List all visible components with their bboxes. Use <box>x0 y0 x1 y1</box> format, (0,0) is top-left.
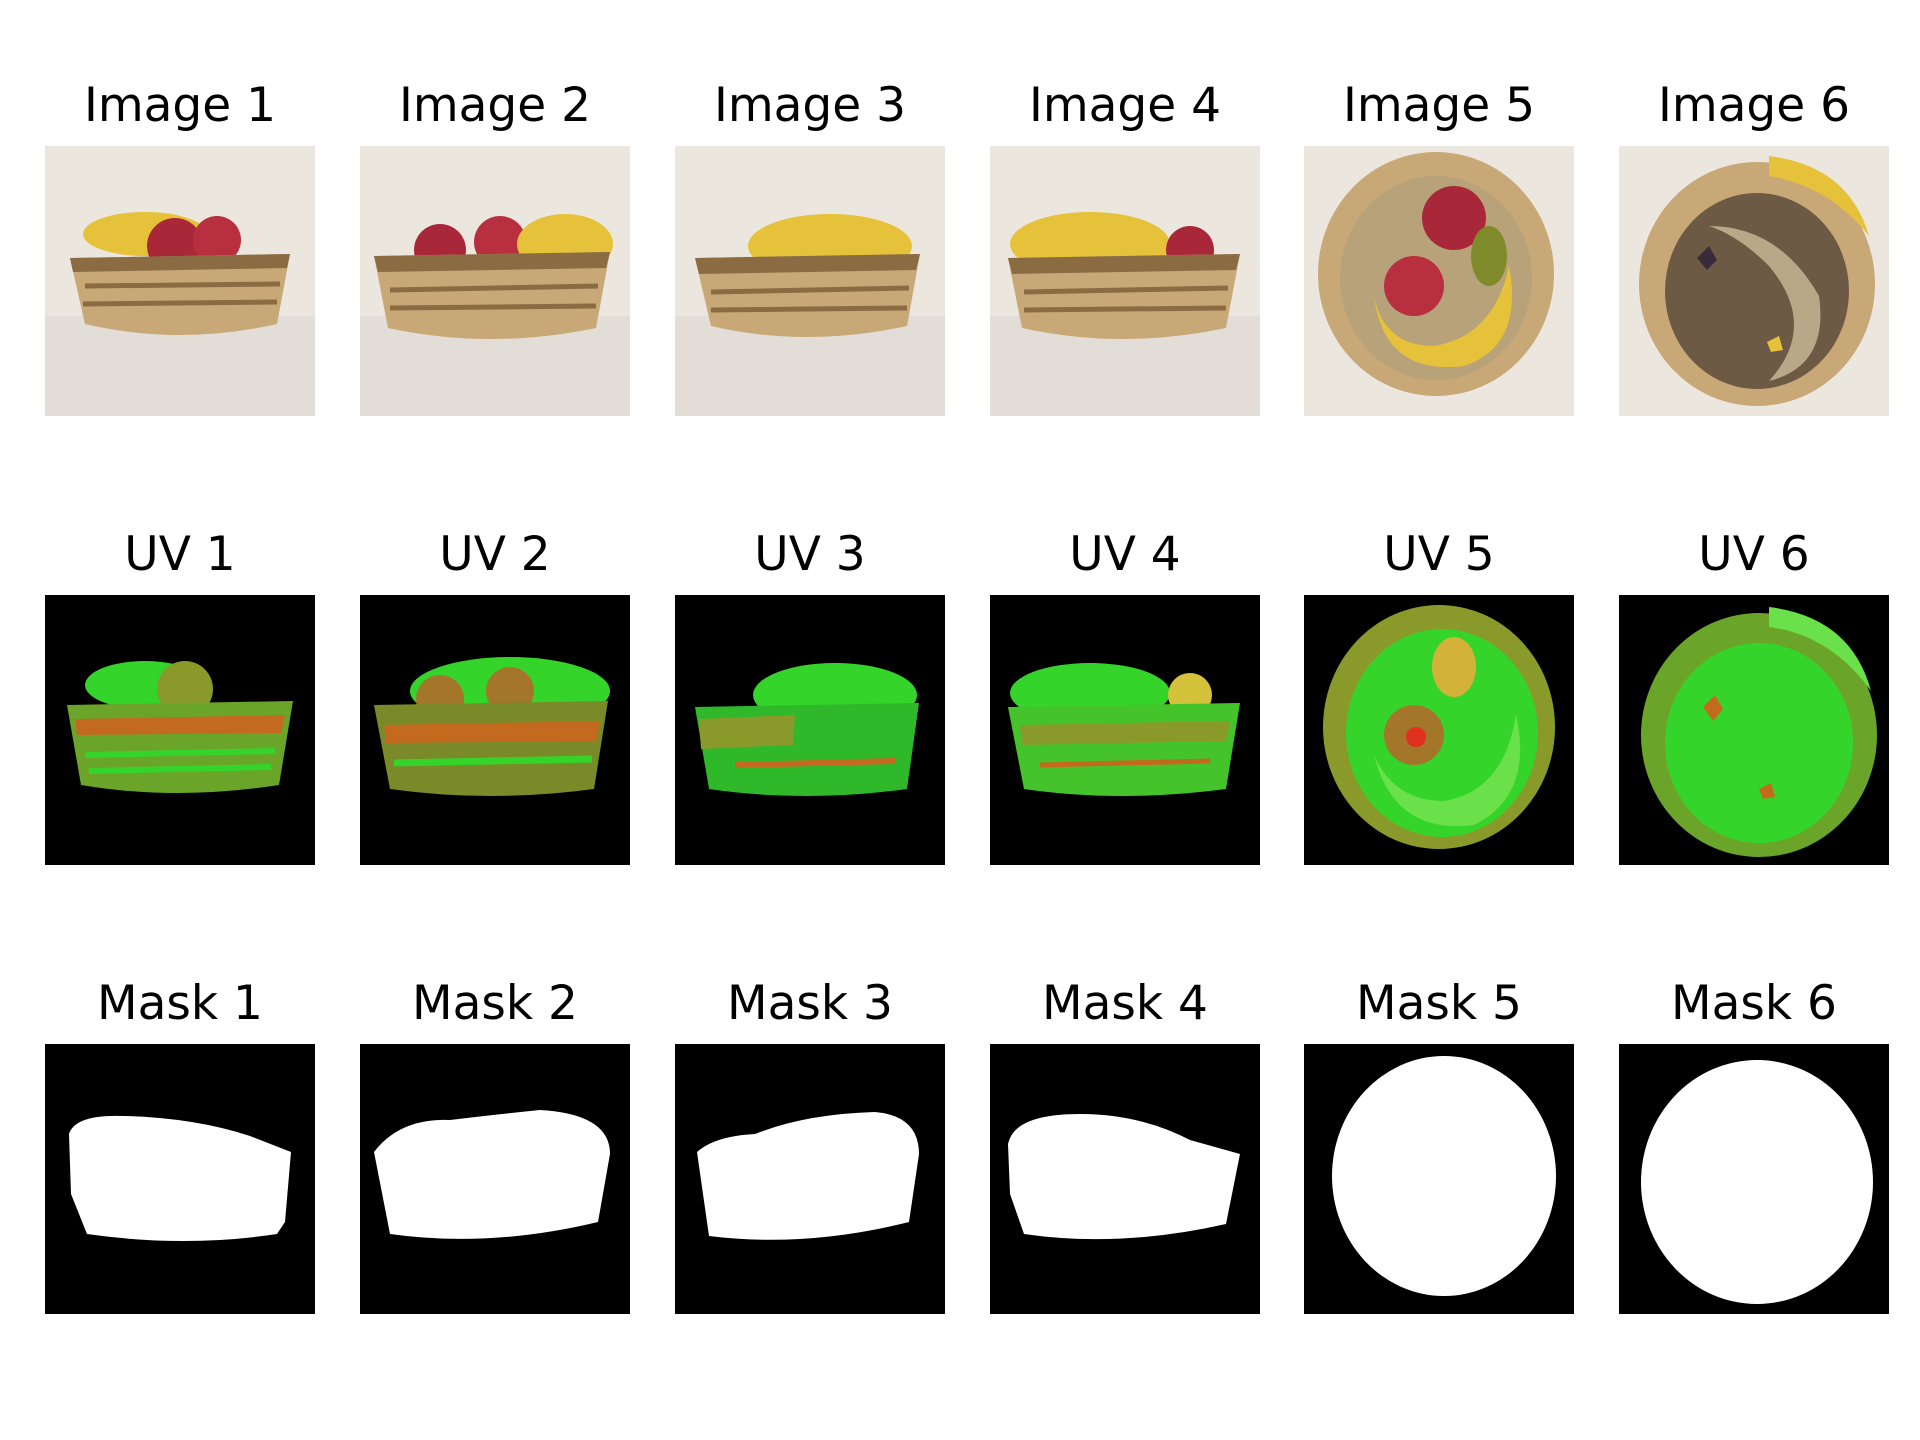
uv-label-6: UV 6 <box>1698 527 1810 582</box>
uv-panel-1 <box>45 595 315 865</box>
mask-label-3: Mask 3 <box>727 976 893 1031</box>
uv-panel-3 <box>675 595 945 865</box>
fruit-basket-photo-5 <box>1304 146 1574 416</box>
uv-panel-4 <box>990 595 1260 865</box>
uv-label-2: UV 2 <box>439 527 551 582</box>
mask-label-6: Mask 6 <box>1671 976 1837 1031</box>
mask-6 <box>1619 1044 1889 1314</box>
uv-label-4: UV 4 <box>1069 527 1181 582</box>
image-panel-1 <box>45 146 315 416</box>
mask-panel-2 <box>360 1044 630 1314</box>
uv-map-1 <box>45 595 315 865</box>
uv-panel-6 <box>1619 595 1889 865</box>
image-label-5: Image 5 <box>1342 78 1536 133</box>
uv-label-3: UV 3 <box>754 527 866 582</box>
fruit-basket-photo-4 <box>990 146 1260 416</box>
mask-label-4: Mask 4 <box>1042 976 1208 1031</box>
mask-1 <box>45 1044 315 1314</box>
uv-map-6 <box>1619 595 1889 865</box>
mask-panel-4 <box>990 1044 1260 1314</box>
image-label-2: Image 2 <box>398 78 592 133</box>
mask-5 <box>1304 1044 1574 1314</box>
uv-map-2 <box>360 595 630 865</box>
mask-panel-3 <box>675 1044 945 1314</box>
image-panel-4 <box>990 146 1260 416</box>
mask-panel-5 <box>1304 1044 1574 1314</box>
mask-label-5: Mask 5 <box>1356 976 1522 1031</box>
image-label-3: Image 3 <box>713 78 907 133</box>
image-label-6: Image 6 <box>1657 78 1851 133</box>
fruit-basket-photo-1 <box>45 146 315 416</box>
image-panel-5 <box>1304 146 1574 416</box>
uv-map-5 <box>1304 595 1574 865</box>
uv-panel-5 <box>1304 595 1574 865</box>
fruit-basket-photo-2 <box>360 146 630 416</box>
image-panel-3 <box>675 146 945 416</box>
fruit-basket-photo-3 <box>675 146 945 416</box>
mask-3 <box>675 1044 945 1314</box>
image-label-4: Image 4 <box>1028 78 1222 133</box>
uv-map-3 <box>675 595 945 865</box>
uv-map-4 <box>990 595 1260 865</box>
mask-label-1: Mask 1 <box>97 976 263 1031</box>
image-panel-6 <box>1619 146 1889 416</box>
mask-label-2: Mask 2 <box>412 976 578 1031</box>
uv-label-1: UV 1 <box>124 527 236 582</box>
image-panel-2 <box>360 146 630 416</box>
mask-4 <box>990 1044 1260 1314</box>
mask-panel-1 <box>45 1044 315 1314</box>
mask-2 <box>360 1044 630 1314</box>
uv-label-5: UV 5 <box>1383 527 1495 582</box>
image-label-1: Image 1 <box>83 78 277 133</box>
uv-panel-2 <box>360 595 630 865</box>
fruit-basket-photo-6 <box>1619 146 1889 416</box>
mask-panel-6 <box>1619 1044 1889 1314</box>
